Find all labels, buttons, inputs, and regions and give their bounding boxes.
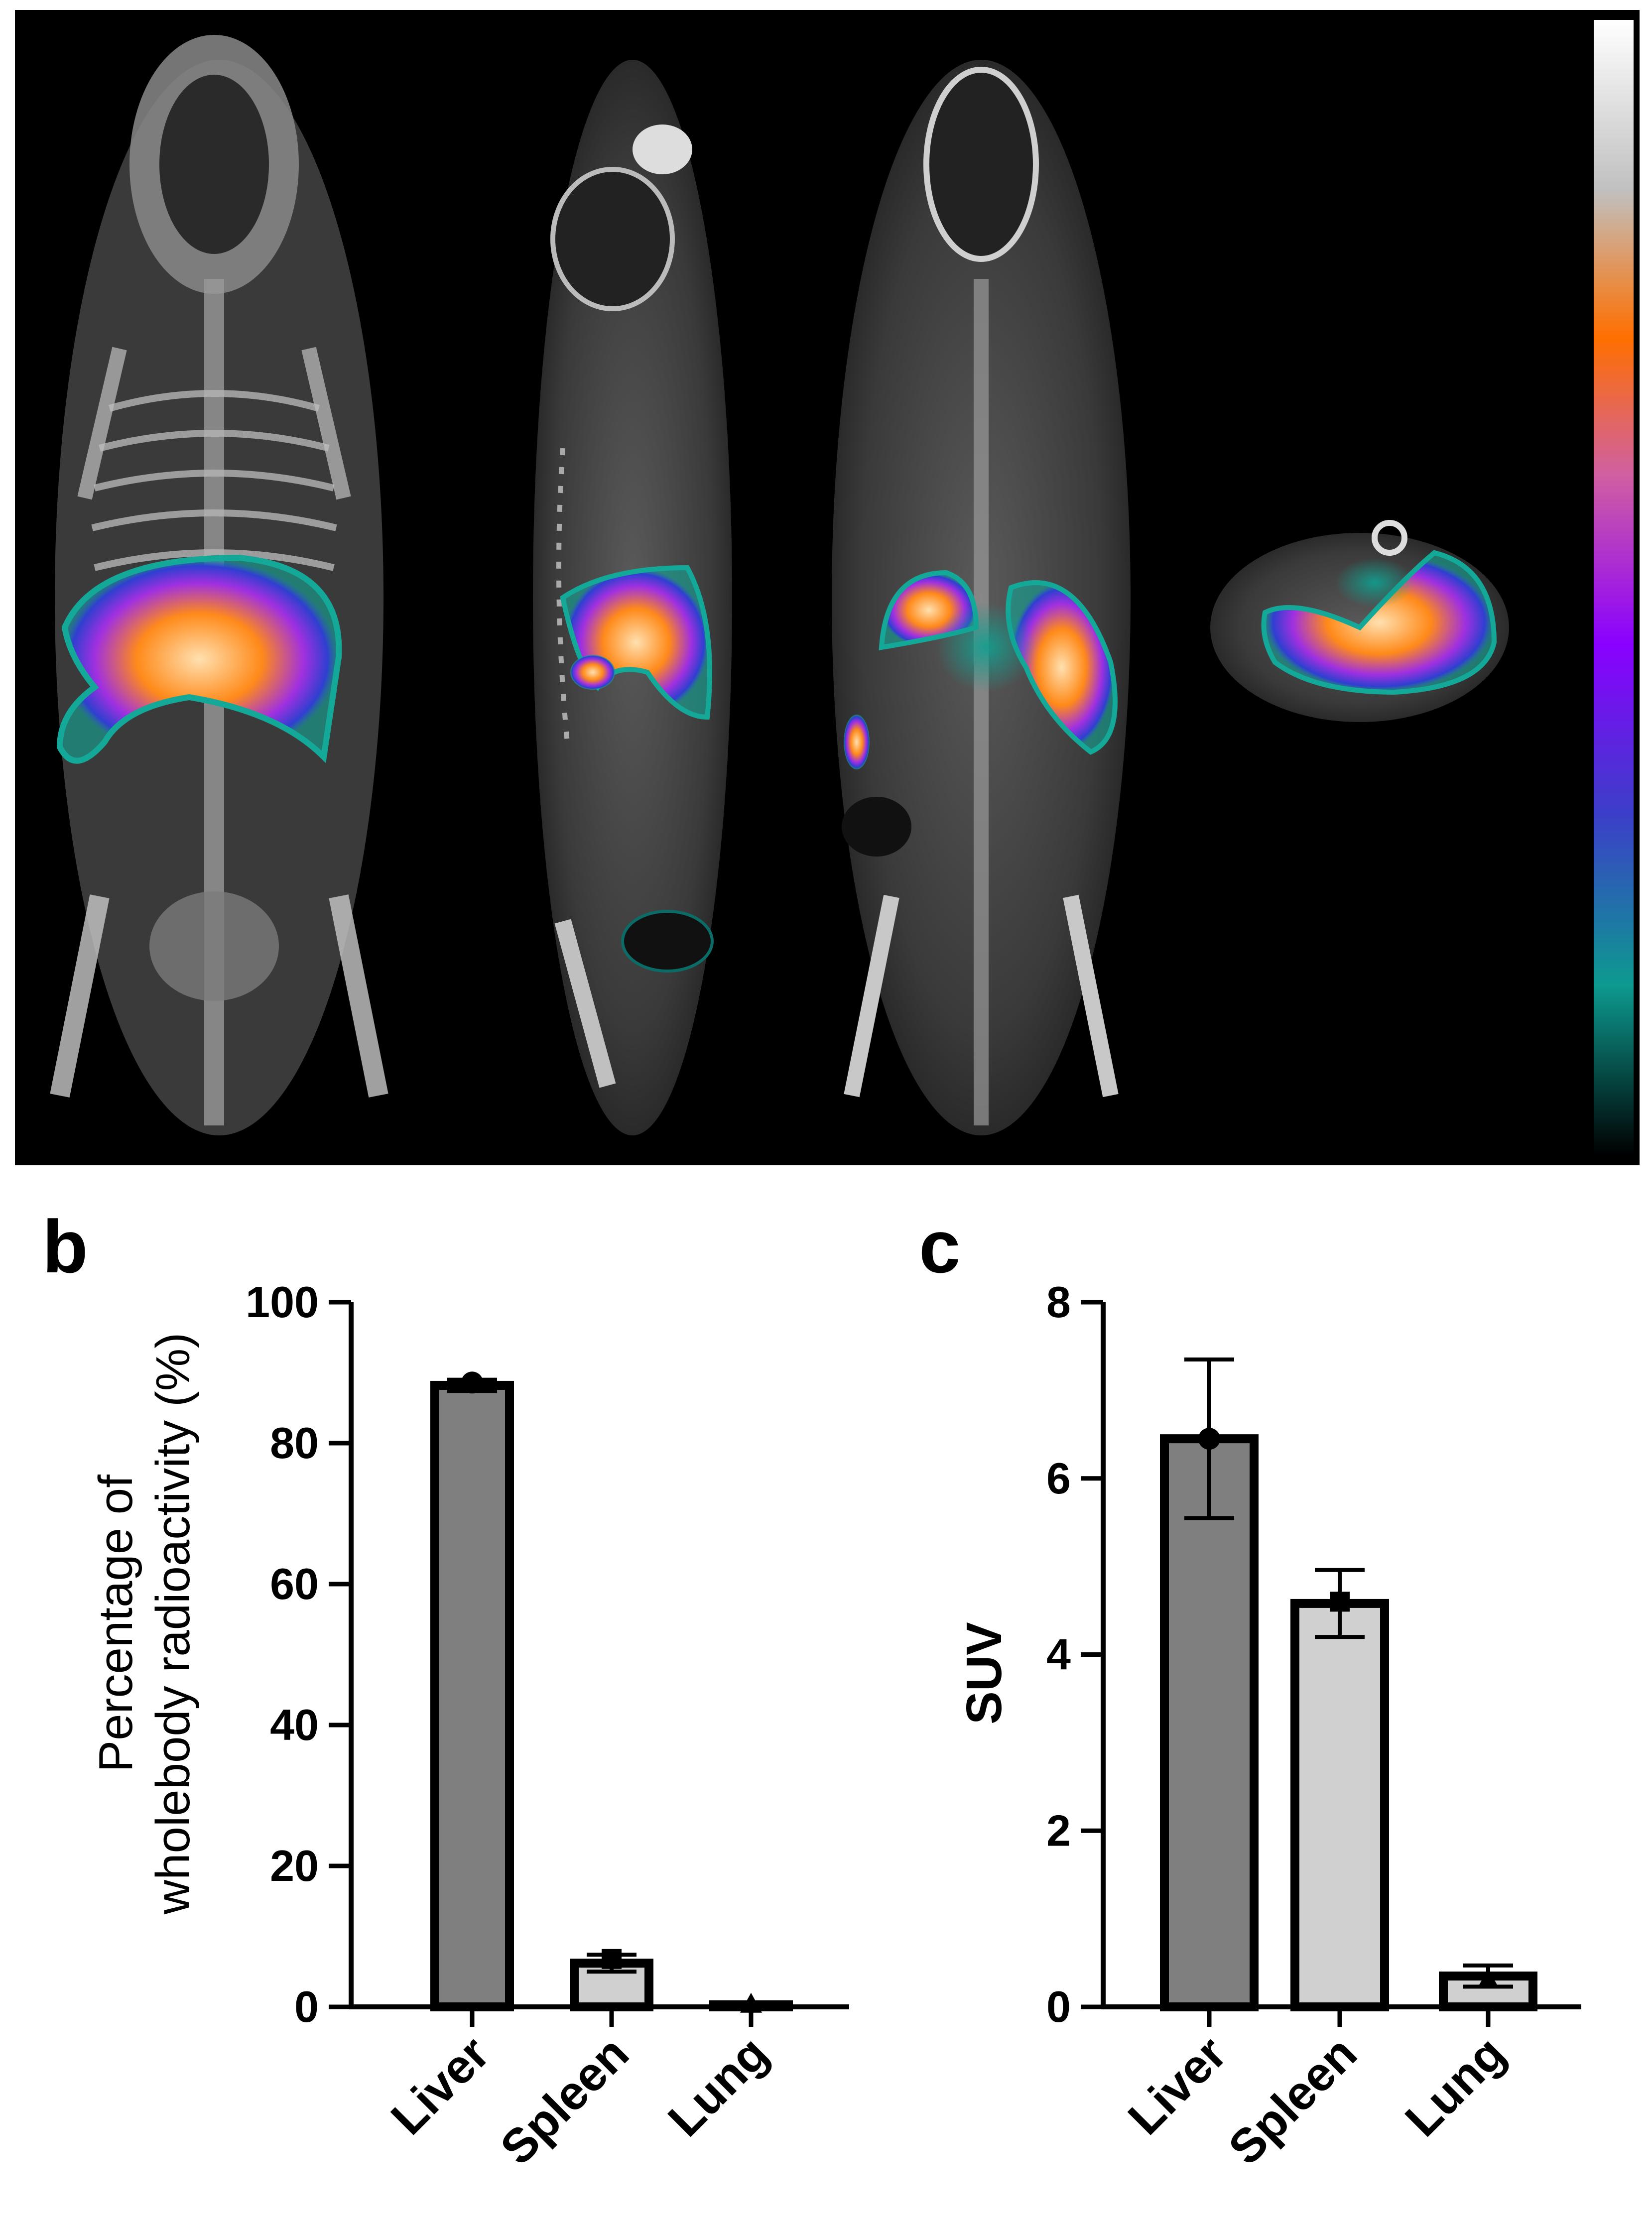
y-tick-label: 100	[246, 1277, 319, 1327]
sagittal-slice-view	[533, 60, 732, 1135]
y-tick-label: 20	[270, 1841, 319, 1890]
x-tick-label: Liver	[381, 2026, 500, 2145]
coronal-slice-view	[832, 60, 1131, 1135]
y-tick-label: 40	[270, 1700, 319, 1749]
x-tick-label: Spleen	[491, 2026, 639, 2175]
marker-triangle	[1477, 1968, 1499, 1988]
panel-letter-c: c	[919, 1205, 960, 1288]
x-tick-label: Lung	[1395, 2026, 1516, 2147]
y-tick-label: 0	[294, 1982, 319, 2031]
marker-circle	[1198, 1428, 1220, 1450]
marker-square	[1330, 1592, 1350, 1612]
y-tick-label: 80	[270, 1418, 319, 1468]
x-tick-label: Liver	[1118, 2026, 1237, 2145]
y-tick-label: 0	[1046, 1982, 1071, 2031]
y-tick-label: 60	[270, 1559, 319, 1608]
y-axis-label-line-1: Percentage of	[89, 1475, 142, 1772]
y-axis-label-line-2: wholebody radioactivity (%)	[146, 1333, 200, 1915]
y-tick-label: 2	[1046, 1806, 1071, 1855]
colorbar	[1594, 20, 1634, 1155]
bar-liver	[430, 1380, 514, 2011]
x-tick-label: Spleen	[1219, 2026, 1367, 2175]
scan-panel	[15, 10, 1640, 1165]
x-tick-label: Lung	[658, 2026, 778, 2147]
marker-circle	[461, 1371, 483, 1394]
y-tick-label: 6	[1046, 1454, 1071, 1503]
marker-square	[602, 1949, 622, 1969]
y-axis-label: SUV	[956, 1622, 1012, 1725]
volume-rendering-view	[50, 35, 388, 1135]
y-tick-label: 4	[1046, 1630, 1071, 1679]
bar-liver	[1160, 1434, 1259, 2011]
transverse-slice-view	[1210, 520, 1509, 722]
y-tick-label: 8	[1046, 1277, 1071, 1327]
chart-panel-b: b Percentage of wholebody radioactivity …	[42, 1205, 849, 2175]
panel-letter-b: b	[42, 1205, 88, 1288]
bar-spleen	[1290, 1599, 1389, 2012]
